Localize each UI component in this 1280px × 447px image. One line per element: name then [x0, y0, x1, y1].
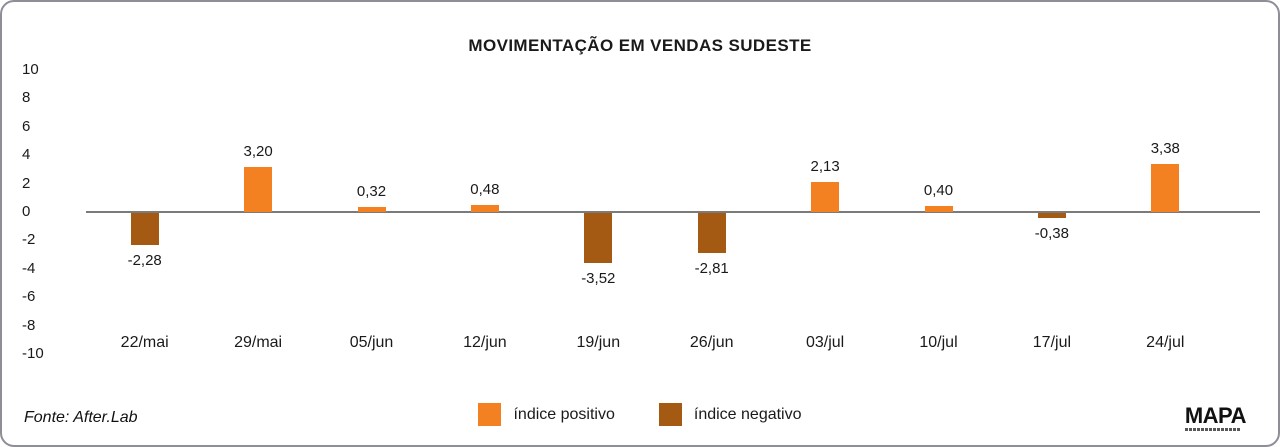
y-axis-tick-label: 10: [22, 61, 39, 78]
legend-item: índice positivo: [478, 403, 615, 426]
legend-item: índice negativo: [658, 403, 802, 426]
chart-title: MOVIMENTAÇÃO EM VENDAS SUDESTE: [468, 36, 812, 55]
bar-26/jun: [697, 213, 726, 253]
y-axis-tick-label: 4: [22, 146, 31, 164]
x-axis-tick-label: 26/jun: [689, 334, 734, 351]
x-axis-tick-label: 24/jul: [1146, 334, 1185, 351]
source-note: Fonte: After.Lab: [24, 409, 138, 426]
legend: índice positivo índice negativo: [2, 403, 1278, 426]
x-axis-tick-label: 17/jul: [1032, 334, 1072, 351]
bar-value-label: -0,38: [1034, 225, 1069, 243]
mapa-logo-text: MAPA: [1184, 403, 1247, 428]
bar-03/jul: [811, 181, 840, 212]
bar-12/jun: [470, 205, 499, 212]
bar-value-label: -2,28: [127, 252, 162, 270]
x-axis-tick-label: 12/jun: [463, 334, 507, 351]
x-axis-tick-label: 22/mai: [120, 334, 169, 351]
bar-value-label: 2,13: [810, 157, 840, 175]
bar-05/jun: [357, 207, 386, 212]
zero-axis-line: [86, 211, 1260, 213]
y-axis-tick-label: 6: [22, 117, 31, 135]
y-axis-tick-label: -10: [22, 345, 44, 362]
y-axis-tick-label: -8: [22, 316, 36, 334]
bar-19/jun: [584, 213, 613, 263]
legend-label: índice negativo: [693, 405, 802, 423]
x-axis-tick-label: 29/mai: [234, 334, 283, 351]
bar-value-label: 0,32: [356, 183, 387, 201]
legend-swatch: [478, 403, 502, 426]
legend-label: índice positivo: [513, 405, 615, 423]
bar-29/mai: [244, 166, 273, 212]
y-axis-tick-label: 2: [22, 174, 31, 192]
bar-22/mai: [130, 213, 159, 246]
x-axis-tick-label: 10/jul: [919, 334, 958, 351]
bar-10/jul: [924, 206, 953, 212]
y-axis-tick-label: 0: [22, 203, 31, 220]
mapa-logo-subtext: [1184, 428, 1241, 431]
y-axis-tick-label: -2: [22, 231, 36, 249]
y-axis-tick-label: -4: [22, 259, 36, 277]
bar-value-label: 0,40: [923, 182, 954, 200]
mapa-logo: MAPA: [1184, 403, 1247, 431]
x-axis-tick-label: 05/jun: [349, 334, 394, 351]
bar-value-label: -2,81: [694, 259, 729, 277]
y-axis-tick-label: -6: [22, 288, 36, 306]
y-axis-tick-label: 8: [22, 89, 31, 107]
bar-value-label: 3,20: [243, 142, 273, 160]
legend-swatch: [658, 403, 682, 426]
bar-value-label: 0,48: [470, 181, 500, 199]
bar-24/jul: [1151, 164, 1180, 212]
x-axis-tick-label: 03/jul: [805, 334, 845, 351]
bar-value-label: 3,38: [1150, 140, 1180, 157]
bar-value-label: -3,52: [581, 269, 616, 287]
bar-17/jul: [1037, 213, 1066, 219]
x-axis-tick-label: 19/jun: [576, 334, 621, 351]
